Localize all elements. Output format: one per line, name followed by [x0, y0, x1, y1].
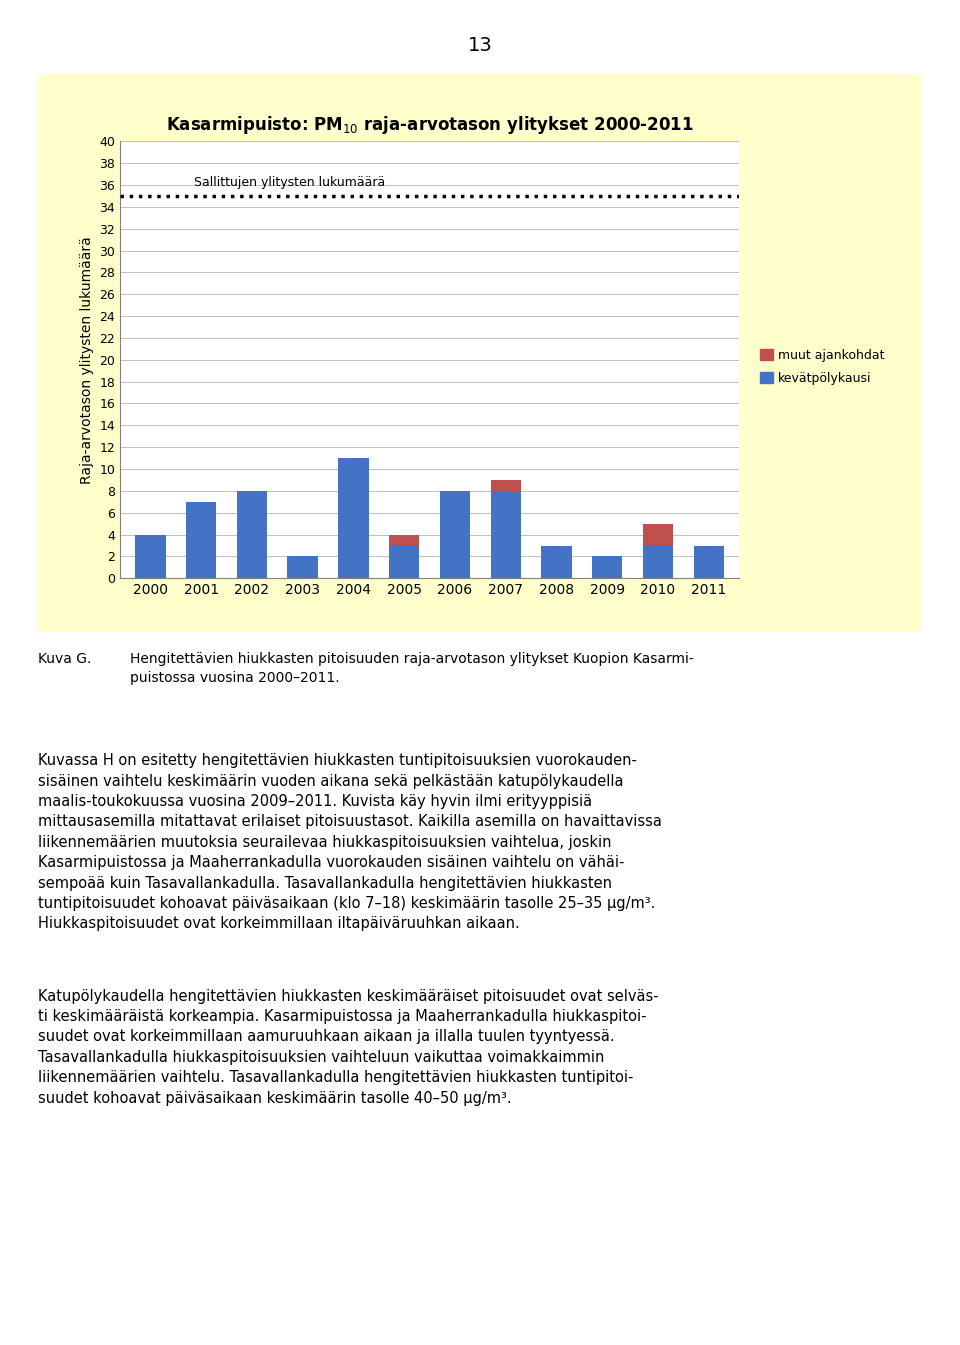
Text: 13: 13	[468, 36, 492, 55]
Text: Kuva G.: Kuva G.	[38, 652, 92, 666]
Bar	[541, 546, 572, 578]
Bar	[186, 502, 216, 578]
Bar	[389, 534, 420, 546]
Bar	[440, 491, 470, 578]
Bar	[135, 534, 166, 578]
Text: Kuvassa H on esitetty hengitettävien hiukkasten tuntipitoisuuksien vuorokauden-
: Kuvassa H on esitetty hengitettävien hiu…	[38, 753, 662, 931]
Bar	[592, 557, 622, 578]
Bar	[491, 480, 521, 491]
Text: Katupölykaudella hengitettävien hiukkasten keskimääräiset pitoisuudet ovat selvä: Katupölykaudella hengitettävien hiukkast…	[38, 989, 659, 1106]
Bar	[389, 546, 420, 578]
Bar	[643, 523, 673, 546]
Title: Kasarmipuisto: PM$_{10}$ raja-arvotason ylitykset 2000-2011: Kasarmipuisto: PM$_{10}$ raja-arvotason …	[166, 114, 693, 136]
Text: Hengitettävien hiukkasten pitoisuuden raja-arvotason ylitykset Kuopion Kasarmi-
: Hengitettävien hiukkasten pitoisuuden ra…	[130, 652, 693, 685]
Bar	[237, 491, 267, 578]
Legend: muut ajankohdat, kevätpölykausi: muut ajankohdat, kevätpölykausi	[756, 344, 889, 390]
Bar	[338, 459, 369, 578]
Bar	[491, 491, 521, 578]
Bar	[693, 546, 724, 578]
Bar	[287, 557, 318, 578]
Y-axis label: Raja-arvotason ylitysten lukumäärä: Raja-arvotason ylitysten lukumäärä	[80, 235, 94, 484]
Text: Sallittujen ylitysten lukumäärä: Sallittujen ylitysten lukumäärä	[194, 176, 386, 190]
Bar	[643, 546, 673, 578]
